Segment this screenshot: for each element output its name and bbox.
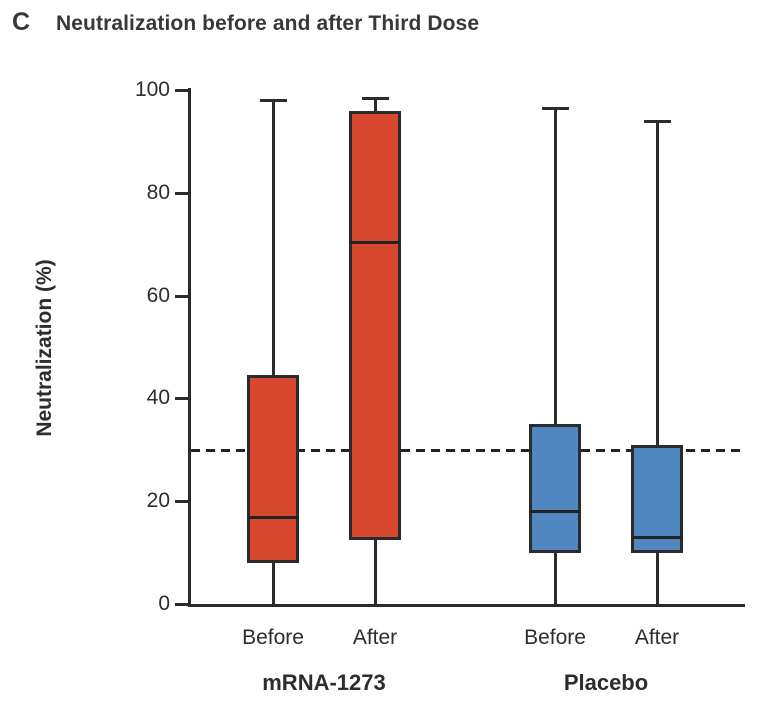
whisker-cap-placebo-after — [643, 119, 671, 123]
box-mrna-1273-after — [349, 110, 401, 540]
y-axis-tick — [175, 294, 188, 298]
whisker-cap-mrna-1273-after — [361, 96, 389, 100]
group-label-placebo: Placebo — [563, 670, 649, 695]
median-mrna-1273-after — [349, 240, 401, 244]
category-label-placebo-before: Before — [524, 626, 586, 649]
y-axis-tick — [175, 397, 188, 401]
box-placebo-after — [631, 444, 683, 553]
y-axis-tick-label: 40 — [146, 386, 170, 410]
y-axis-title: Neutralization (%) — [33, 259, 56, 437]
category-label-mrna-1273-after: After — [352, 626, 398, 649]
whisker-placebo-before — [554, 107, 557, 604]
x-axis-line — [188, 604, 745, 607]
y-axis-tick — [175, 500, 188, 504]
whisker-placebo-after — [656, 120, 659, 604]
median-placebo-before — [529, 510, 581, 514]
category-label-mrna-1273-before: Before — [242, 626, 304, 649]
y-axis-tick-label: 0 — [158, 592, 170, 615]
y-axis-tick — [175, 89, 188, 92]
box-mrna-1273-before — [247, 375, 299, 563]
panel-letter: C — [12, 8, 31, 36]
y-axis-tick-label: 80 — [146, 180, 170, 204]
y-axis-tick-label: 100 — [134, 78, 170, 101]
whisker-cap-mrna-1273-before — [259, 99, 287, 103]
figure-title: Neutralization before and after Third Do… — [56, 12, 480, 35]
y-axis-line — [188, 88, 191, 607]
category-label-placebo-after: After — [634, 626, 680, 649]
median-placebo-after — [631, 536, 683, 540]
y-axis-tick-label: 20 — [146, 489, 170, 513]
group-label-mrna-1273: mRNA-1273 — [262, 670, 386, 695]
y-axis-tick-label: 60 — [146, 283, 170, 307]
box-placebo-before — [529, 424, 581, 553]
median-mrna-1273-before — [247, 515, 299, 519]
threshold-dashed-line — [191, 448, 745, 452]
y-axis-tick — [175, 603, 188, 606]
y-axis-tick — [175, 191, 188, 195]
whisker-cap-placebo-before — [541, 106, 569, 110]
whisker-mrna-1273-before — [272, 100, 275, 604]
